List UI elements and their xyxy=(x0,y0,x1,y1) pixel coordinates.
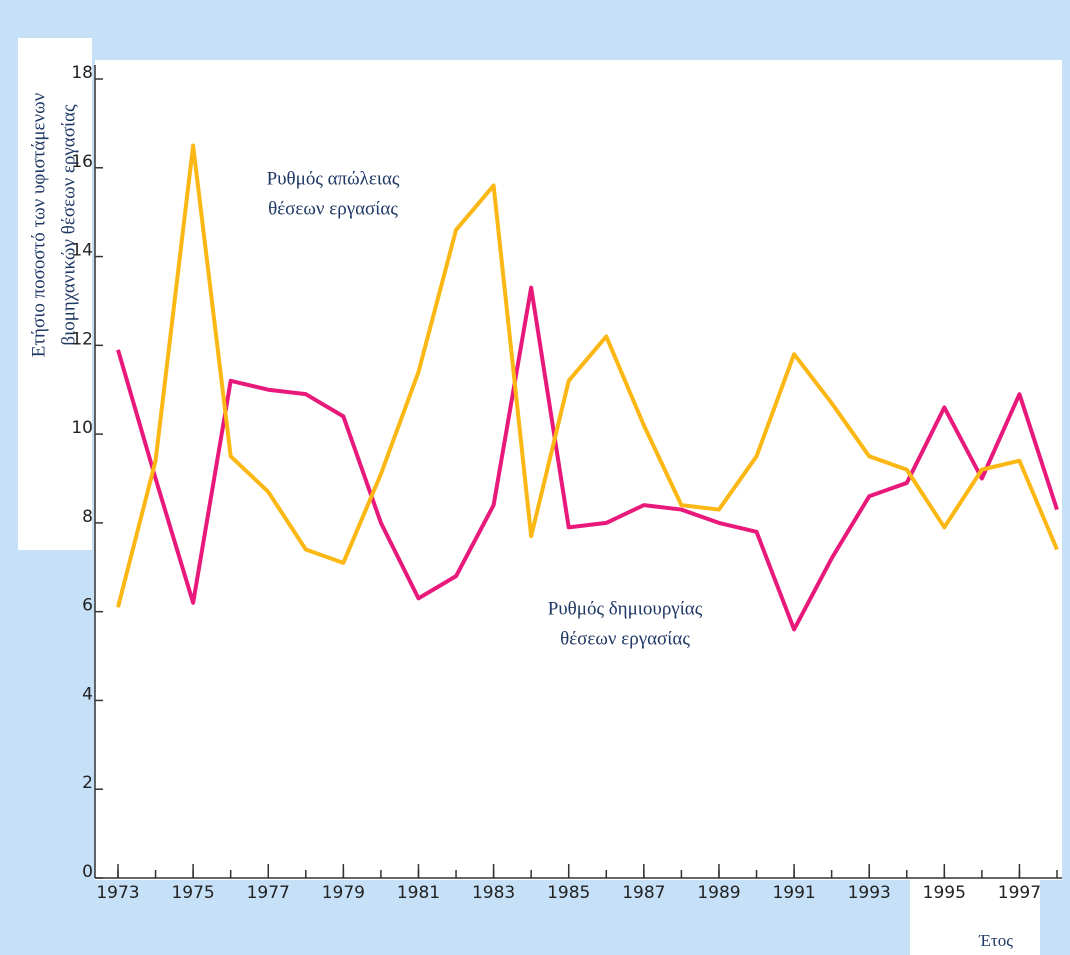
annotation: θέσεων εργασίας xyxy=(560,628,690,649)
x-tick-label: 1979 xyxy=(322,883,365,903)
annotation: θέσεων εργασίας xyxy=(268,198,398,219)
series-line xyxy=(116,285,1059,632)
y-axis-label: Ετήσιο ποσοστό των υφιστάμενων xyxy=(28,92,49,357)
x-tick-label: 1991 xyxy=(772,883,815,903)
ylabel-box xyxy=(18,38,92,550)
annotation: Ρυθμός δημιουργίας xyxy=(548,598,703,619)
y-tick-label: 2 xyxy=(82,773,93,793)
y-tick-label: 16 xyxy=(71,152,93,172)
x-tick-label: 1975 xyxy=(171,883,214,903)
x-tick-label: 1973 xyxy=(96,883,139,903)
plot-area xyxy=(95,60,1062,880)
y-tick-label: 6 xyxy=(82,596,93,616)
series-line xyxy=(116,143,1059,608)
y-tick-label: 4 xyxy=(82,684,93,704)
y-tick-label: 8 xyxy=(82,507,93,527)
xlabel-box xyxy=(910,868,1040,955)
x-tick-label: 1993 xyxy=(848,883,891,903)
y-tick-label: 14 xyxy=(71,241,93,261)
x-tick-label: 1995 xyxy=(923,883,966,903)
x-tick-label: 1985 xyxy=(547,883,590,903)
y-tick-label: 12 xyxy=(71,329,93,349)
x-tick-label: 1997 xyxy=(998,883,1041,903)
y-tick-label: 10 xyxy=(71,418,93,438)
y-tick-label: 18 xyxy=(71,63,93,83)
y-axis-label: βιομηχανικών θέσεων εργασίας xyxy=(58,104,79,346)
x-axis-label: Έτος xyxy=(978,931,1013,950)
x-tick-label: 1983 xyxy=(472,883,515,903)
annotation: Ρυθμός απώλειας xyxy=(267,168,400,189)
x-tick-label: 1989 xyxy=(697,883,740,903)
x-tick-label: 1977 xyxy=(247,883,290,903)
x-tick-label: 1981 xyxy=(397,883,440,903)
x-tick-label: 1987 xyxy=(622,883,665,903)
y-tick-label: 0 xyxy=(82,862,93,882)
